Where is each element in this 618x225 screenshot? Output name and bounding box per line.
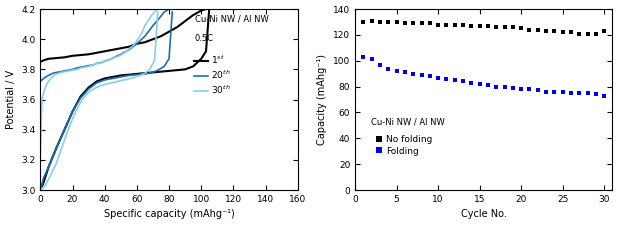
Y-axis label: Potential / V: Potential / V xyxy=(6,70,15,129)
Legend: No folding, Folding: No folding, Folding xyxy=(375,135,432,155)
X-axis label: Specific capacity (mAhg⁻¹): Specific capacity (mAhg⁻¹) xyxy=(104,209,234,219)
Legend: 1$^{st}$, 20$^{th}$, 30$^{th}$: 1$^{st}$, 20$^{th}$, 30$^{th}$ xyxy=(194,53,231,96)
X-axis label: Cycle No.: Cycle No. xyxy=(461,209,507,219)
Text: Cu-Ni NW / Al NW: Cu-Ni NW / Al NW xyxy=(371,118,444,127)
Text: Cu-Ni NW / Al NW: Cu-Ni NW / Al NW xyxy=(195,14,268,23)
Y-axis label: Capacity (mAhg⁻¹): Capacity (mAhg⁻¹) xyxy=(318,54,328,145)
Text: 0.5C: 0.5C xyxy=(195,34,214,43)
